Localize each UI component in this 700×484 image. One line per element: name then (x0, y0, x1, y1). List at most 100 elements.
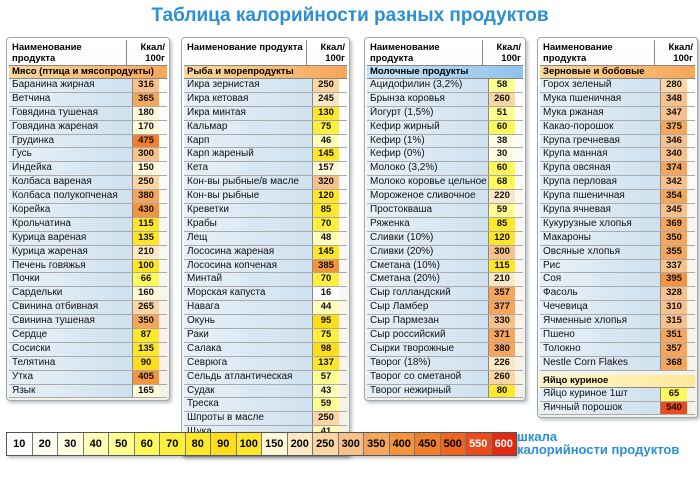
table-row: Соя 395 (540, 273, 695, 288)
product-name: Горох зеленый (540, 79, 660, 92)
table-header: Наименование продукта Ккал/ 100г (367, 40, 523, 66)
product-name: Творог со сметаной (367, 370, 488, 384)
product-name: Треска (184, 398, 312, 412)
product-name: Сердце (9, 329, 132, 342)
kcal-value: 385 (312, 259, 339, 273)
kcal-value: 540 (660, 401, 687, 415)
product-name: Колбаса вареная (9, 176, 132, 190)
kcal-value: 120 (312, 190, 339, 204)
kcal-value: 377 (488, 301, 515, 315)
kcal-value: 70 (312, 273, 339, 287)
scale-cell: 100 (236, 433, 262, 455)
table-row: Крупа гречневая 346 (540, 134, 695, 149)
header-name: Наименование продукта (540, 40, 655, 65)
kcal-value: 265 (132, 301, 159, 315)
kcal-value: 57 (312, 370, 339, 384)
kcal-value: 210 (132, 245, 159, 259)
product-name: Сметана (20%) (367, 273, 488, 287)
product-name: Ячменные хлопья (540, 315, 660, 329)
product-name: Шпроты в масле (184, 412, 312, 426)
kcal-value: 260 (488, 92, 515, 106)
header-kcal: Ккал/ 100г (496, 42, 521, 64)
scale-label: шкала калорийности продуктов (517, 430, 679, 456)
table-row: Яйцо куриное 1шт 65 (540, 387, 695, 402)
scale-cell: 40 (83, 433, 109, 455)
kcal-value: 170 (132, 120, 159, 134)
table-row: Гусь 300 (9, 148, 167, 163)
table-row: Почки 66 (9, 273, 167, 288)
kcal-value: 85 (312, 204, 339, 217)
product-name: Раки (184, 329, 312, 342)
table-row: Колбаса полукопченая 380 (9, 190, 167, 205)
table-row: Сельдь атлантическая 57 (184, 370, 347, 385)
product-name: Толокно (540, 342, 660, 356)
kcal-value: 90 (132, 356, 159, 370)
scale-cell: 10 (7, 433, 33, 455)
scale-label-line2: калорийности продуктов (517, 442, 680, 457)
table-row: Кон-вы рыбные 120 (184, 190, 347, 205)
product-name: Какао-порошок (540, 120, 660, 134)
product-name: Кефир жирный (367, 120, 488, 134)
table-row: Курица жареная 210 (9, 245, 167, 260)
scale-cell: 350 (364, 433, 390, 455)
product-name: Свинина тушеная (9, 315, 132, 329)
product-name: Сырки творожные (367, 342, 488, 356)
table-row: Простокваша 59 (367, 204, 523, 218)
kcal-value: 59 (312, 398, 339, 412)
table-row: Фасоль 328 (540, 287, 695, 302)
product-name: Окунь (184, 315, 312, 329)
table-row: Кальмар 75 (184, 120, 347, 135)
product-name: Кон-вы рыбные (184, 190, 312, 204)
product-name: Язык (9, 384, 132, 398)
table-row: Индейка 150 (9, 162, 167, 177)
product-name: Почки (9, 273, 132, 287)
scale-cell: 90 (211, 433, 237, 455)
table-row: Сливки (10%) 120 (367, 231, 523, 246)
kcal-value: 65 (660, 387, 687, 401)
table-row: Утка 405 (9, 370, 167, 385)
scale-cell: 300 (338, 433, 364, 455)
product-name: Молоко коровье цельное (367, 176, 488, 190)
kcal-value: 80 (488, 384, 515, 398)
kcal-value: 345 (660, 204, 687, 217)
kcal-value: 115 (132, 217, 159, 231)
kcal-value: 342 (660, 176, 687, 190)
table-row: Яичный порошок 540 (540, 401, 695, 416)
table-row: Творог нежирный 80 (367, 384, 523, 399)
product-name: Крупа овсяная (540, 162, 660, 176)
product-name: Крольчатина (9, 217, 132, 231)
table-row: Салака 98 (184, 342, 347, 357)
kcal-value: 16 (312, 287, 339, 301)
scale-cell: 600 (491, 433, 516, 455)
product-name: Говядина тушеная (9, 106, 132, 120)
kcal-value: 350 (660, 231, 687, 245)
product-name: Лещ (184, 231, 312, 245)
table-row: Сосиски 135 (9, 342, 167, 357)
table-row: Лососина жареная 145 (184, 245, 347, 260)
kcal-value: 250 (312, 412, 339, 426)
product-name: Крупа манная (540, 148, 660, 162)
table-row: Крабы 70 (184, 217, 347, 232)
table-row: Севрюга 137 (184, 356, 347, 371)
table-row: Язык 165 (9, 384, 167, 399)
product-name: Сливки (20%) (367, 245, 488, 259)
table-row: Толокно 357 (540, 342, 695, 357)
table-row: Телятина 90 (9, 356, 167, 371)
kcal-value: 371 (488, 329, 515, 342)
kcal-value: 44 (312, 301, 339, 315)
table-row: Крупа манная 340 (540, 148, 695, 163)
table-row: Молоко коровье цельное 68 (367, 176, 523, 191)
table-header: Наименование продукта Ккал/ 100г (9, 40, 167, 66)
kcal-value: 475 (132, 134, 159, 148)
table-row: Какао-порошок 375 (540, 120, 695, 135)
product-name: Курица жареная (9, 245, 132, 259)
kcal-value: 355 (660, 245, 687, 259)
kcal-value: 30 (488, 148, 515, 162)
kcal-value: 337 (660, 259, 687, 273)
product-name: Сметана (10%) (367, 259, 488, 273)
kcal-value: 405 (132, 370, 159, 384)
kcal-value: 145 (312, 148, 339, 162)
kcal-value: 369 (660, 217, 687, 231)
food-table-4: Наименование продукта Ккал/ 100г Зерновые … (537, 37, 698, 419)
kcal-value: 220 (488, 190, 515, 204)
